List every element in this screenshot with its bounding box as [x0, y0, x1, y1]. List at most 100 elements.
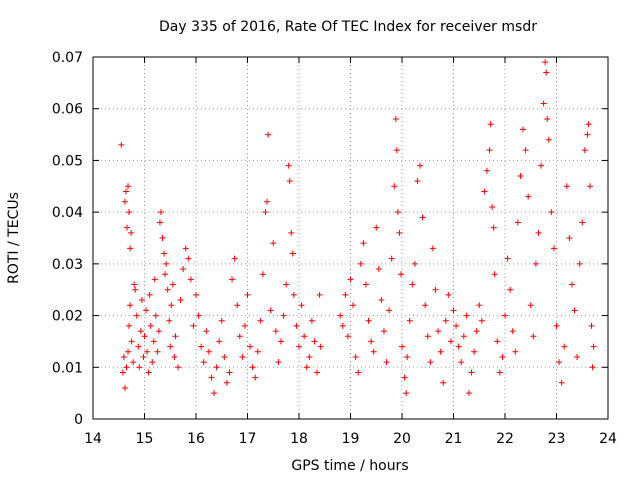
data-point	[561, 343, 568, 350]
data-point	[155, 328, 162, 335]
data-point	[262, 209, 269, 216]
data-point	[213, 364, 220, 371]
data-point	[193, 291, 199, 298]
data-point	[558, 379, 565, 386]
y-tick-label: 0	[74, 412, 83, 428]
data-point	[317, 343, 324, 350]
data-point	[507, 286, 514, 293]
data-point	[221, 353, 228, 360]
data-point	[574, 353, 581, 360]
data-point	[203, 328, 210, 335]
data-point	[234, 302, 241, 309]
data-point	[512, 348, 519, 355]
data-point	[535, 229, 542, 236]
data-point	[182, 245, 189, 252]
data-point	[502, 312, 508, 319]
data-point	[254, 348, 261, 355]
data-point	[453, 322, 460, 329]
data-point	[339, 322, 346, 329]
data-point	[150, 338, 157, 345]
data-point	[125, 348, 132, 355]
data-point	[252, 374, 259, 381]
data-point	[548, 209, 555, 216]
data-point	[342, 291, 349, 298]
data-point	[290, 291, 297, 298]
data-point	[132, 286, 139, 293]
data-point	[121, 198, 128, 205]
data-point	[471, 348, 478, 355]
data-point	[463, 312, 470, 319]
data-point	[589, 364, 596, 371]
data-point	[585, 121, 592, 128]
data-point	[264, 198, 271, 205]
data-point	[563, 183, 570, 190]
data-point	[590, 343, 597, 350]
data-point	[141, 333, 148, 340]
data-point	[126, 322, 133, 329]
data-point	[147, 322, 154, 329]
data-point	[429, 245, 436, 252]
x-tick-label: 21	[445, 431, 463, 447]
data-point	[365, 317, 372, 324]
data-point	[544, 116, 551, 123]
data-point	[347, 276, 354, 283]
data-point	[127, 245, 134, 252]
data-point	[236, 333, 243, 340]
data-point	[172, 333, 179, 340]
data-point	[517, 172, 524, 179]
data-point	[272, 328, 279, 335]
data-point	[360, 240, 367, 247]
data-point	[275, 359, 282, 366]
data-point	[267, 307, 274, 314]
data-point	[397, 271, 404, 278]
data-point	[491, 271, 498, 278]
data-point	[450, 307, 457, 314]
data-point	[171, 353, 178, 360]
data-point	[378, 297, 385, 304]
x-tick-label: 23	[548, 431, 566, 447]
data-point	[465, 390, 472, 397]
data-point	[586, 183, 593, 190]
data-point	[370, 348, 377, 355]
data-point	[280, 312, 287, 319]
data-point	[283, 281, 290, 288]
data-point	[174, 364, 181, 371]
data-point	[126, 209, 133, 216]
data-point	[285, 162, 292, 169]
data-point	[432, 286, 439, 293]
data-point	[195, 312, 202, 319]
data-point	[164, 286, 171, 293]
data-point	[553, 322, 560, 329]
data-point	[476, 302, 483, 309]
x-tick-label: 18	[290, 431, 308, 447]
data-point	[301, 333, 308, 340]
data-point	[362, 281, 369, 288]
data-point	[123, 224, 130, 231]
data-point	[121, 384, 128, 391]
data-point	[152, 312, 159, 319]
x-tick-label: 17	[239, 431, 257, 447]
data-point	[391, 183, 398, 190]
data-point	[259, 271, 266, 278]
data-point	[190, 322, 197, 329]
data-point	[218, 317, 225, 324]
data-point	[211, 390, 218, 397]
data-point	[440, 379, 447, 386]
y-tick-label: 0.05	[52, 153, 83, 169]
data-point	[157, 209, 164, 216]
data-point	[205, 348, 212, 355]
data-point	[131, 281, 138, 288]
data-point	[156, 219, 163, 226]
x-tick-label: 16	[187, 431, 205, 447]
data-point	[296, 343, 302, 350]
data-point	[525, 193, 532, 200]
data-point	[509, 328, 516, 335]
data-point	[149, 359, 156, 366]
data-point	[386, 307, 393, 314]
data-point	[455, 343, 462, 350]
data-point	[486, 147, 493, 154]
data-point	[458, 359, 465, 366]
data-point	[352, 353, 359, 360]
data-point	[154, 348, 161, 355]
